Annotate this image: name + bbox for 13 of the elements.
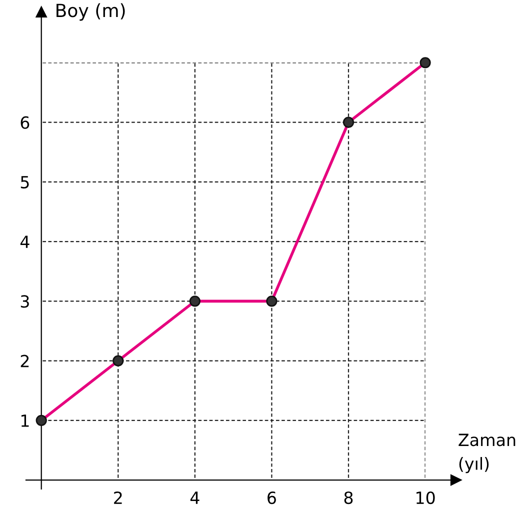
y-tick-label: 1 [21, 414, 29, 427]
y-tick-label: 6 [20, 116, 30, 129]
x-tick-label: 6 [268, 491, 276, 504]
x-tick-label: 4 [190, 492, 200, 504]
y-tick-label: 2 [20, 354, 29, 368]
y-tick-label: 3 [20, 295, 29, 308]
y-tick-label: 4 [20, 236, 30, 248]
x-tick-label: 2 [114, 491, 122, 504]
x-axis-title: Zaman (yıl) [458, 434, 516, 474]
x-tick-label: 8 [344, 491, 353, 504]
x-tick-label: 10 [416, 491, 435, 504]
y-tick-label: 5 [20, 176, 29, 188]
y-axis-title: Boy (m) [56, 3, 125, 21]
